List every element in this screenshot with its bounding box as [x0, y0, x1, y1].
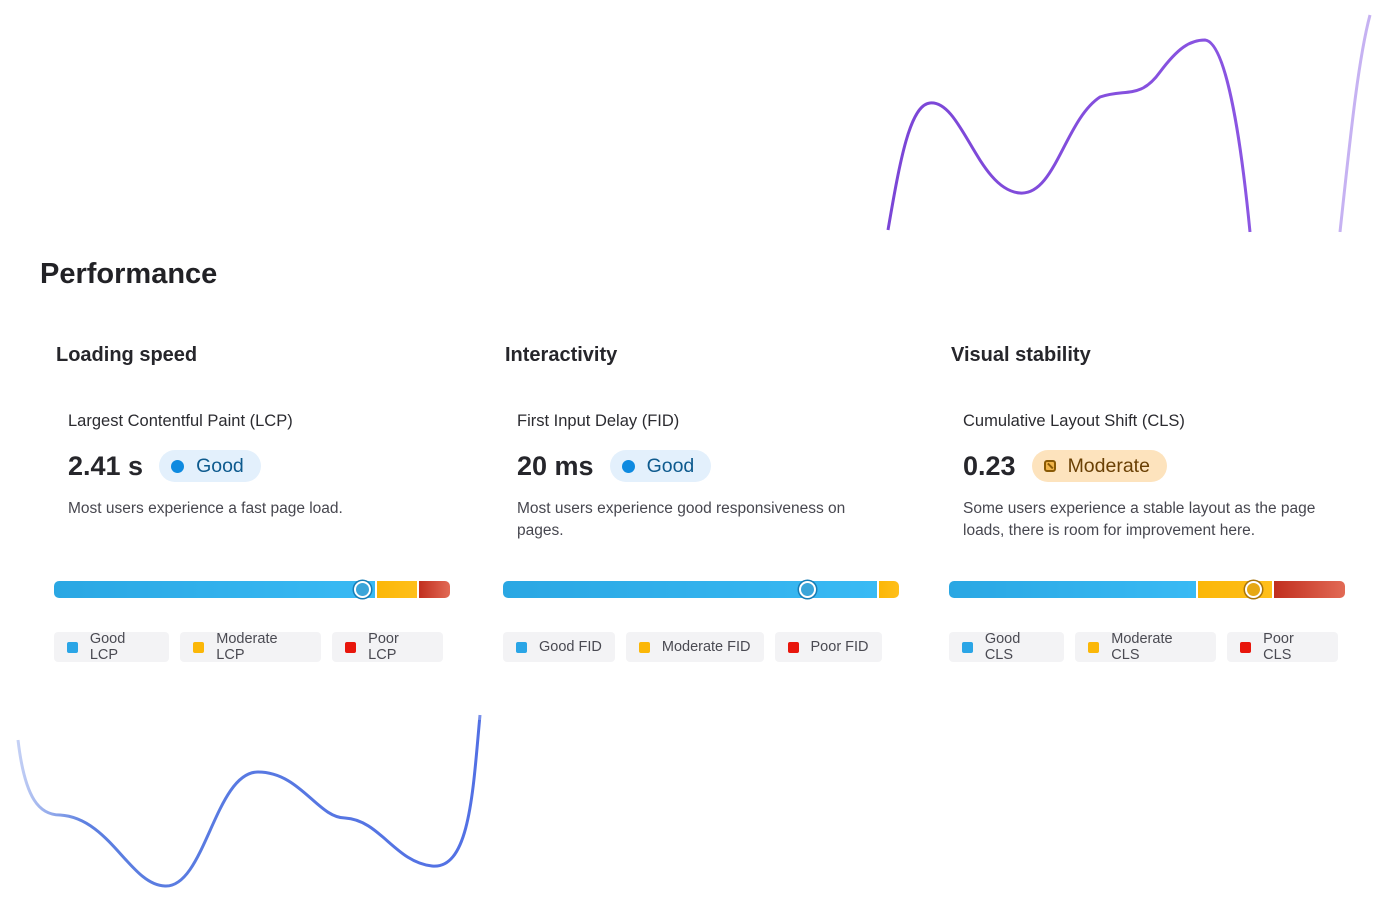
legend-label: Poor CLS: [1263, 631, 1294, 663]
legend-label: Poor FID: [810, 639, 869, 655]
metric-description: Some users experience a stable layout as…: [963, 500, 1316, 539]
moderate-square-icon: [1088, 641, 1100, 653]
good-square-icon: [962, 641, 973, 653]
card-title: Visual stability: [951, 344, 1091, 366]
legend-label: Moderate CLS: [1111, 631, 1173, 663]
legend: Good LCP Moderate LCP Poor LCP: [54, 631, 454, 663]
distribution-bar: [503, 581, 899, 598]
page-title: Performance: [40, 258, 218, 290]
bar-segment-good: [949, 581, 1196, 598]
card-title: Interactivity: [505, 344, 618, 366]
legend-chip-good[interactable]: Good CLS: [949, 631, 1065, 663]
poor-square-icon: [787, 641, 799, 653]
legend-chip-moderate[interactable]: Moderate FID: [625, 632, 764, 662]
rating-badge: Good: [609, 450, 712, 482]
bar-segment-good: [54, 581, 376, 598]
metric-description: Most users experience good responsivenes…: [517, 500, 846, 539]
rating-label: Good: [196, 454, 244, 477]
metric-value: 2.41 s: [68, 450, 144, 481]
distribution-marker[interactable]: [799, 581, 817, 598]
legend-chip-moderate[interactable]: Moderate CLS: [1075, 631, 1217, 663]
legend-chip-poor[interactable]: Poor FID: [774, 632, 882, 662]
bar-segment-good: [503, 581, 878, 598]
legend-label: Moderate FID: [661, 639, 751, 655]
card-loading-speed: Loading speed Largest Contentful Paint (…: [54, 338, 454, 678]
bar-separator: [375, 581, 378, 598]
bar-separator: [416, 581, 419, 598]
legend: Good CLS Moderate CLS Poor CLS: [949, 631, 1349, 663]
metric-name: Cumulative Layout Shift (CLS): [963, 412, 1185, 430]
bar-segment-poor: [418, 581, 450, 598]
bar-separator: [1272, 581, 1275, 598]
metric-name: Largest Contentful Paint (LCP): [68, 412, 293, 430]
legend-chip-poor[interactable]: Poor LCP: [332, 631, 443, 663]
legend-label: Good CLS: [984, 631, 1021, 663]
metric-value: 0.23: [963, 450, 1016, 481]
distribution-bar: [54, 581, 450, 598]
metric-value-row: 2.41 s Good: [68, 448, 261, 484]
legend-chip-moderate[interactable]: Moderate LCP: [180, 631, 322, 663]
rating-badge: Moderate: [1031, 450, 1167, 482]
bar-segment-poor: [1274, 581, 1345, 598]
distribution-marker[interactable]: [354, 581, 372, 598]
legend-label: Moderate LCP: [216, 631, 278, 663]
good-square-icon: [516, 641, 527, 653]
metric-value-row: 0.23 Moderate: [963, 448, 1167, 484]
card-title: Loading speed: [56, 344, 198, 366]
bar-separator: [1195, 581, 1198, 598]
moderate-square-icon: [638, 641, 650, 653]
card-interactivity: Interactivity First Input Delay (FID) 20…: [503, 338, 903, 678]
card-visual-stability: Visual stability Cumulative Layout Shift…: [949, 338, 1349, 678]
rating-label: Good: [646, 454, 695, 477]
bar-segment-moderate: [879, 581, 899, 598]
distribution-marker[interactable]: [1245, 581, 1263, 598]
legend-chip-good[interactable]: Good FID: [503, 632, 615, 662]
legend-label: Poor LCP: [368, 631, 399, 663]
poor-square-icon: [1240, 641, 1252, 653]
bar-segment-moderate: [377, 581, 417, 598]
distribution-bar: [949, 581, 1345, 598]
metric-value: 20 ms: [517, 450, 594, 481]
moderate-square-icon: [193, 641, 205, 653]
metric-description: Most users experience a fast page load.: [68, 500, 343, 517]
metric-value-row: 20 ms Good: [517, 448, 712, 484]
status-dot-icon: [171, 459, 185, 473]
legend-label: Good FID: [539, 639, 602, 655]
metric-name: First Input Delay (FID): [517, 412, 680, 430]
legend-chip-good[interactable]: Good LCP: [54, 631, 170, 663]
bar-separator: [877, 581, 880, 598]
status-dot-icon: [621, 459, 635, 473]
rating-label: Moderate: [1067, 454, 1150, 477]
legend: Good FID Moderate FID Poor FID: [503, 632, 893, 662]
legend-label: Good LCP: [89, 631, 126, 663]
good-square-icon: [67, 641, 78, 653]
legend-chip-poor[interactable]: Poor CLS: [1227, 631, 1338, 663]
moderate-pattern-icon: [1043, 460, 1056, 472]
rating-badge: Good: [159, 450, 261, 482]
poor-square-icon: [345, 641, 357, 653]
